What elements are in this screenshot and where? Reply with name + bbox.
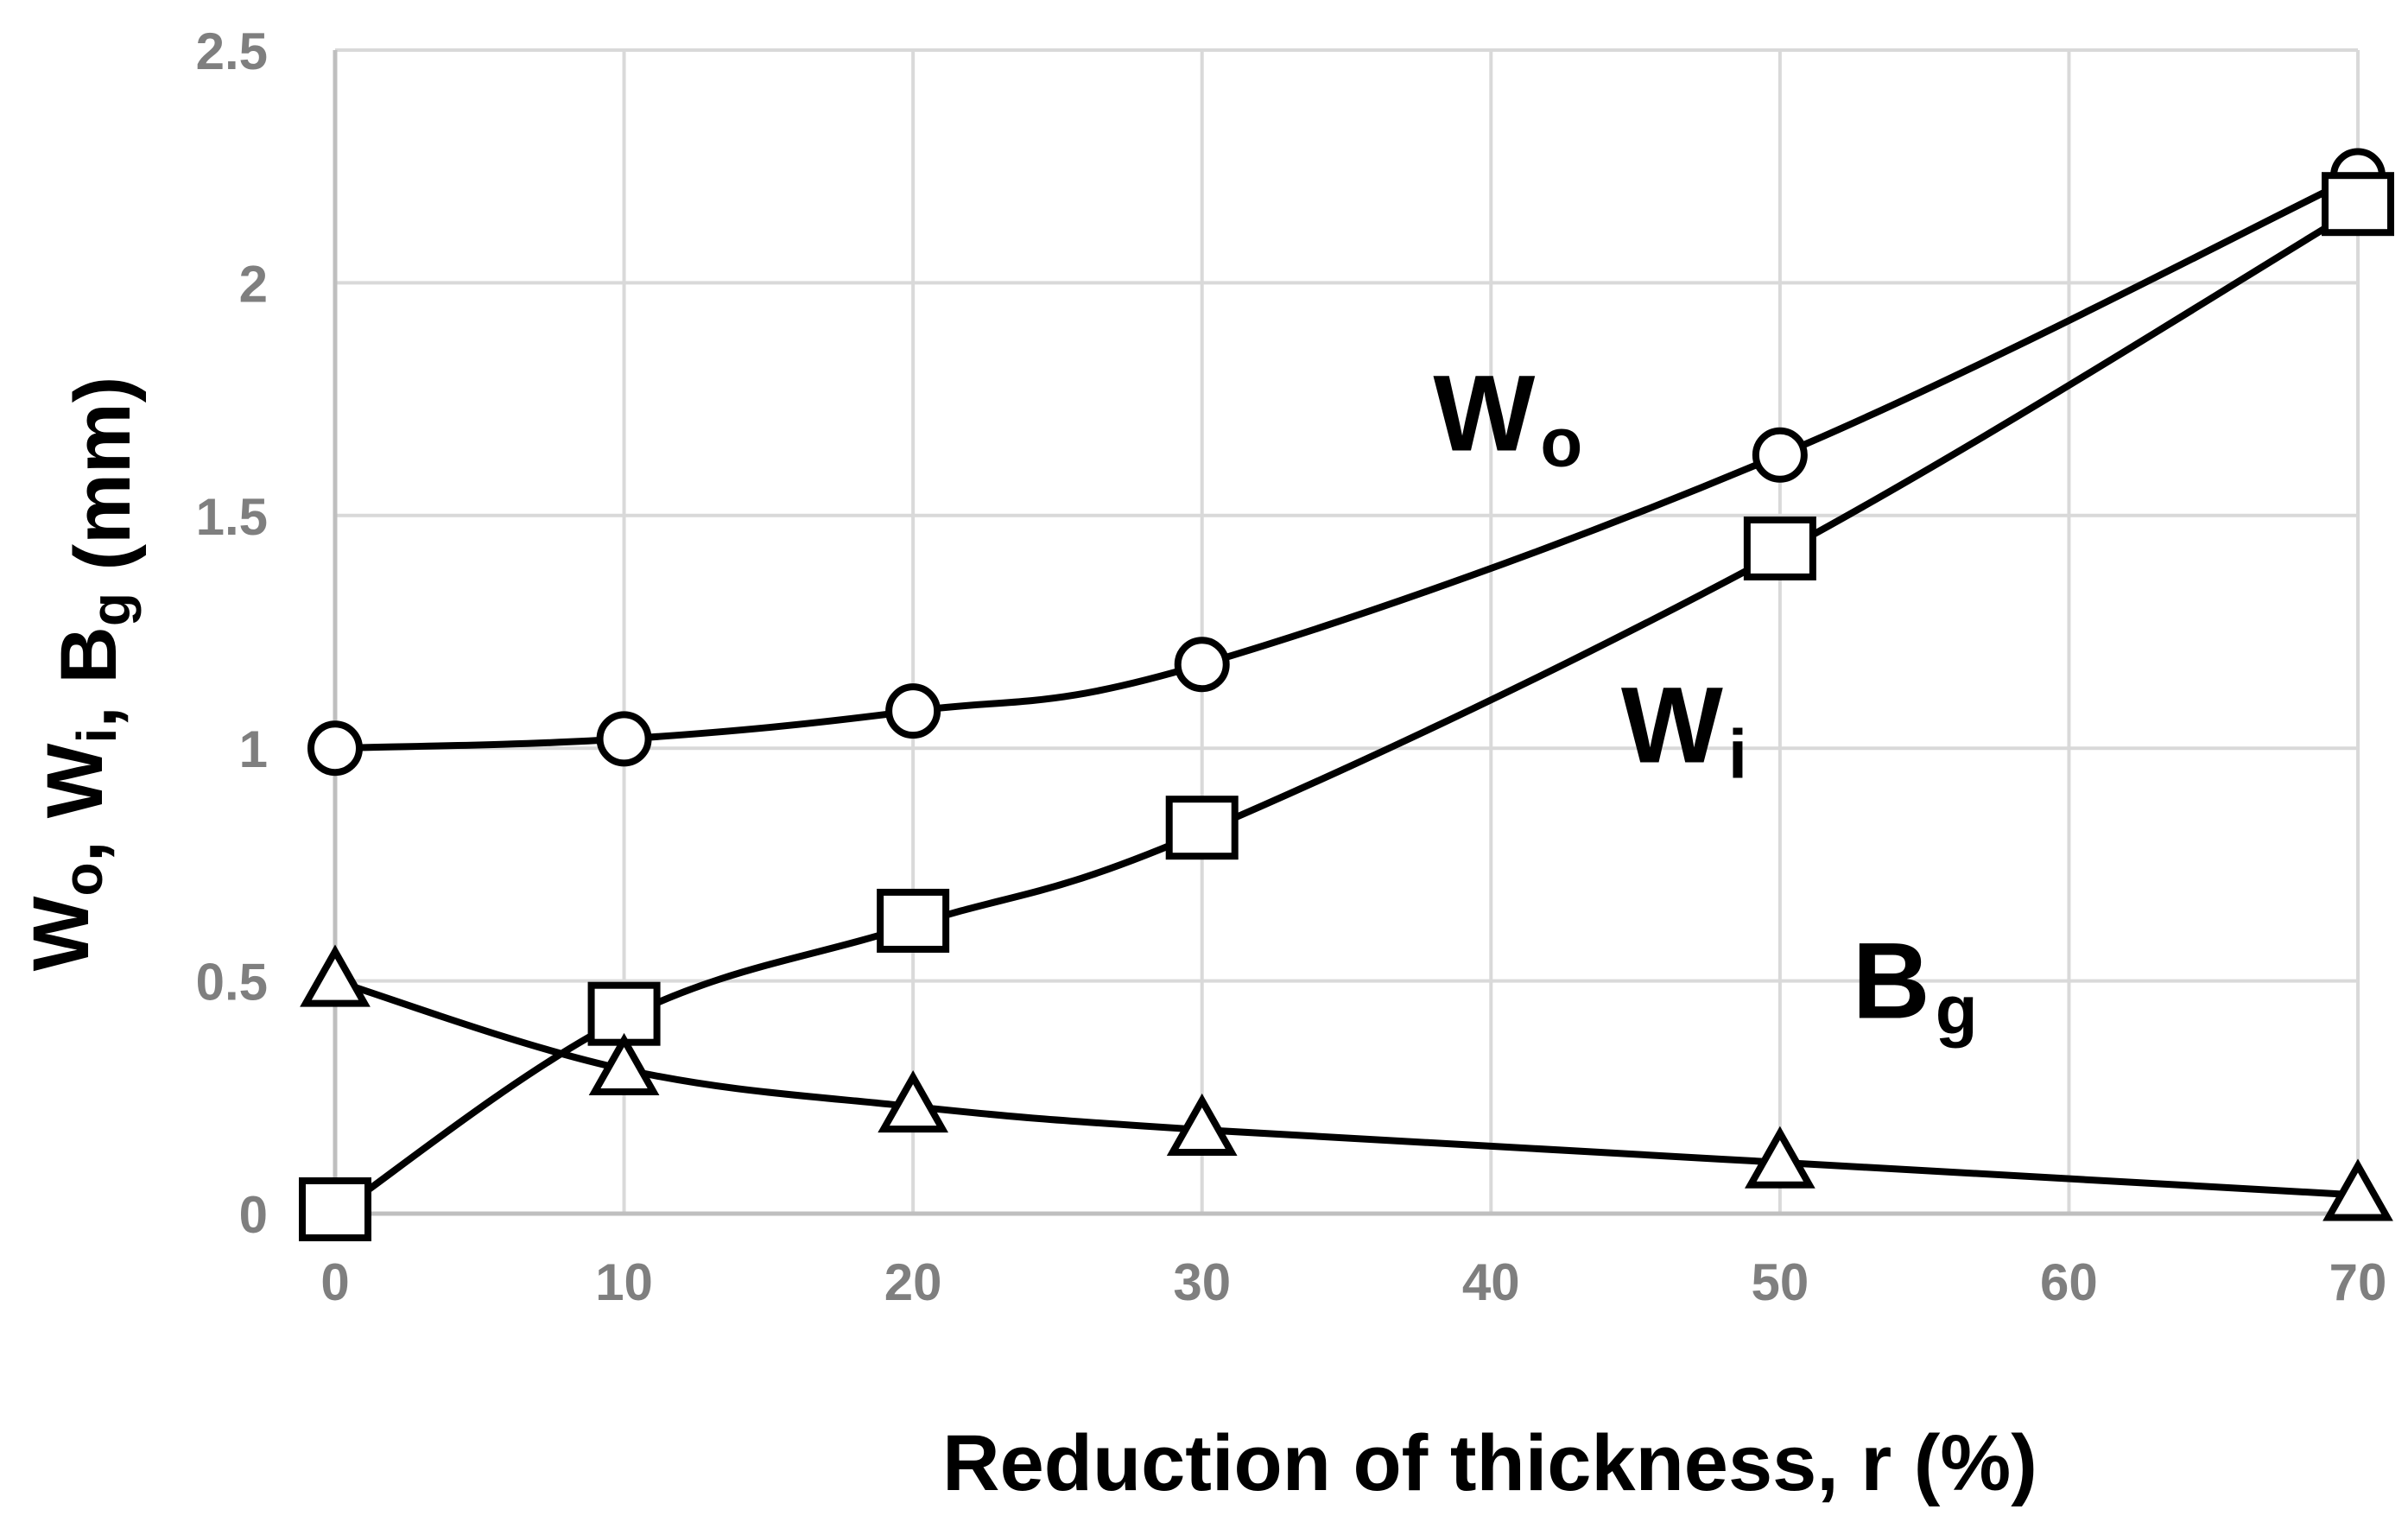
- gridlines: [335, 48, 2360, 1214]
- data-point-wo-10: [596, 711, 652, 767]
- x-tick-label: 0: [320, 1253, 349, 1311]
- series-lines: [333, 172, 2360, 1217]
- series-label-wi: Wi: [1621, 665, 1747, 792]
- y-tick-label: 0: [239, 1186, 268, 1244]
- series-label-bg: Bg: [1853, 922, 1978, 1049]
- data-point-wi-30: [1165, 796, 1239, 860]
- series-line-wo: [334, 172, 2360, 752]
- x-tick-label: 40: [1462, 1253, 1520, 1311]
- data-point-wi-70: [2322, 172, 2394, 237]
- x-axis-title: Reduction of thickness, r (%): [942, 1419, 2037, 1507]
- y-tick-label: 1: [239, 720, 268, 778]
- series-markers: [299, 148, 2394, 1241]
- y-tick-label: 1.5: [196, 488, 268, 546]
- y-tick-label: 2.5: [196, 22, 268, 80]
- data-point-wi-20: [877, 888, 950, 953]
- axes: [333, 50, 2358, 1216]
- data-point-bg-0: [300, 944, 371, 1007]
- x-tick-label: 50: [1751, 1253, 1809, 1311]
- data-point-bg-10: [588, 1032, 660, 1095]
- data-point-bg-50: [1744, 1126, 1816, 1189]
- data-point-wi-0: [299, 1177, 371, 1241]
- data-point-bg-30: [1166, 1093, 1238, 1157]
- data-point-bg-70: [2322, 1158, 2393, 1221]
- y-axis-title: Wo, Wi, Bg (mm): [17, 377, 147, 972]
- data-point-wo-30: [1174, 637, 1230, 693]
- data-point-wo-0: [307, 720, 363, 777]
- tick-labels: 0 10 20 30 40 50 60 70 0 0.5 1 1.5 2 2.5: [196, 22, 2387, 1311]
- data-point-bg-20: [878, 1069, 949, 1133]
- y-tick-label: 0.5: [196, 954, 268, 1011]
- x-tick-label: 70: [2329, 1253, 2387, 1311]
- x-tick-label: 60: [2040, 1253, 2098, 1311]
- data-point-wi-50: [1743, 516, 1816, 580]
- data-point-wo-50: [1752, 427, 1808, 483]
- data-point-wi-10: [587, 981, 661, 1046]
- y-tick-label: 2: [239, 255, 268, 313]
- x-tick-label: 20: [884, 1253, 942, 1311]
- series-label-wo: Wo: [1433, 353, 1582, 480]
- x-tick-label: 10: [595, 1253, 653, 1311]
- series-labels: Wo Wi Bg: [1433, 353, 1977, 1048]
- data-point-wo-20: [885, 683, 941, 739]
- x-tick-label: 30: [1173, 1253, 1231, 1311]
